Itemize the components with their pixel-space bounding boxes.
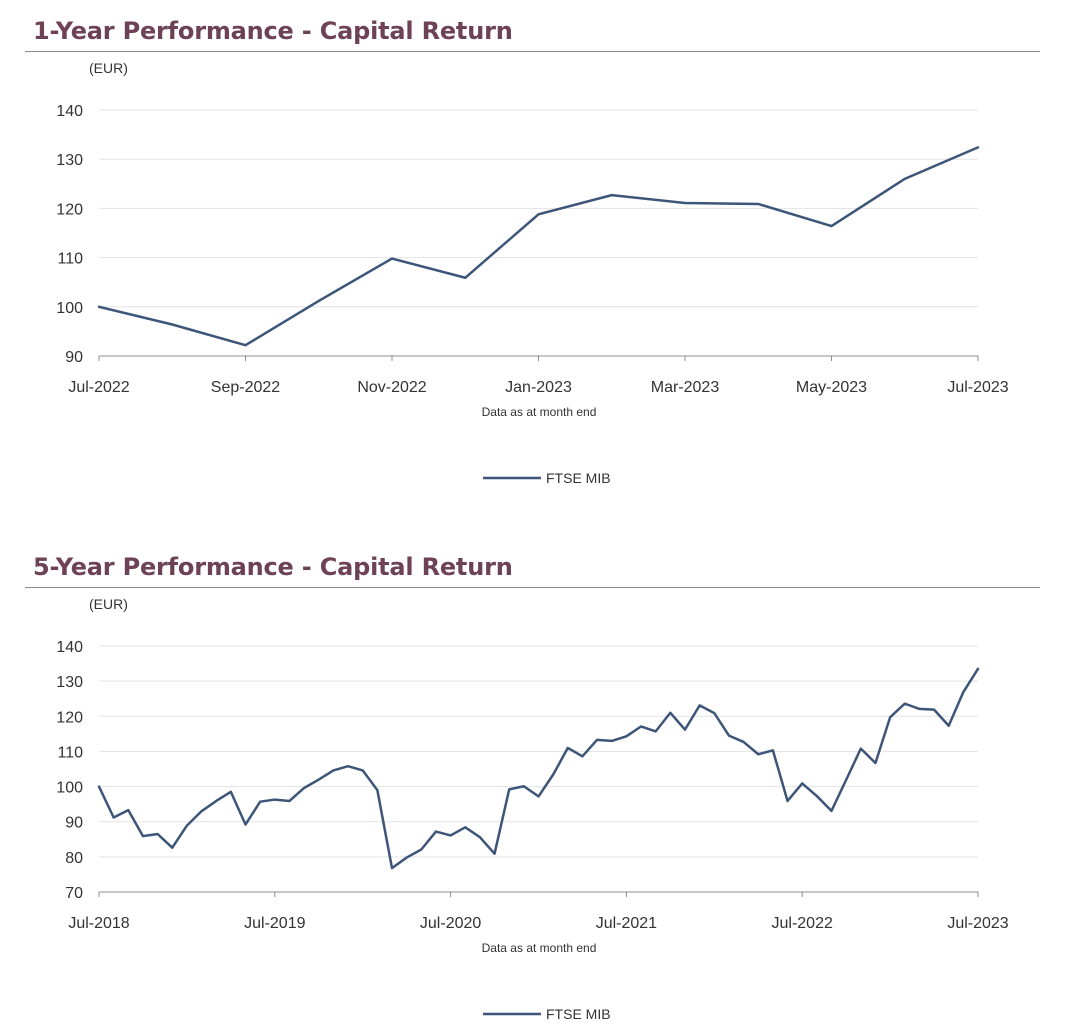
- series-line-ftse-mib: [97, 667, 980, 870]
- x-tick-label-mar-2023: Mar-2023: [651, 379, 720, 396]
- x-tick-label-jul-2020: Jul-2020: [420, 915, 481, 932]
- gridlines: [99, 645, 978, 858]
- x-tick-label-may-2023: May-2023: [796, 379, 867, 396]
- x-tick-label-jul-2022: Jul-2022: [772, 915, 833, 932]
- x-tick-label-jul-2018: Jul-2018: [68, 915, 129, 932]
- title-divider: [25, 587, 1040, 588]
- y-tick-label-100: 100: [56, 300, 83, 317]
- y-tick-label-80: 80: [65, 850, 83, 867]
- y-unit-label: (EUR): [89, 596, 128, 612]
- x-axis-note: Data as at month end: [482, 405, 597, 419]
- x-axis-note: Data as at month end: [482, 941, 597, 955]
- legend-label-ftse-mib: FTSE MIB: [546, 1006, 611, 1022]
- x-tick-label-nov-2022: Nov-2022: [357, 379, 426, 396]
- x-tick-labels: Jul-2018 Jul-2019 Jul-2020 Jul-2021 Jul-2022…: [68, 915, 1008, 932]
- x-axis: [98, 891, 979, 897]
- y-tick-label-130: 130: [56, 674, 83, 691]
- y-tick-label-100: 100: [56, 780, 83, 797]
- x-tick-label-sep-2022: Sep-2022: [211, 379, 280, 396]
- y-tick-label-110: 110: [57, 251, 83, 268]
- x-tick-label-jul-2019: Jul-2019: [244, 915, 305, 932]
- x-tick-label-jul-2023: Jul-2023: [947, 379, 1008, 396]
- y-tick-labels: 70 80 90 100 110 120 130 140: [56, 639, 83, 902]
- y-unit-label: (EUR): [89, 60, 128, 76]
- y-tick-label-110: 110: [57, 744, 83, 761]
- y-tick-label-130: 130: [56, 152, 83, 169]
- title-divider: [25, 51, 1040, 52]
- chart-title: 5-Year Performance - Capital Return: [33, 553, 513, 581]
- series-line-ftse-mib: [97, 146, 980, 347]
- x-tick-label-jul-2022: Jul-2022: [68, 379, 129, 396]
- y-tick-label-90: 90: [65, 815, 83, 832]
- y-tick-labels: 90 100 110 120 130 140: [56, 103, 83, 366]
- x-tick-labels: Jul-2022 Sep-2022 Nov-2022 Jan-2023 Mar-2023…: [68, 379, 1008, 396]
- x-tick-label-jul-2023: Jul-2023: [947, 915, 1008, 932]
- y-tick-label-70: 70: [65, 885, 83, 902]
- y-tick-label-90: 90: [65, 349, 83, 366]
- y-tick-label-140: 140: [56, 639, 83, 656]
- chart-panel-1-year: 1-Year Performance - Capital Return (EUR…: [25, 17, 1040, 486]
- y-tick-label-120: 120: [56, 709, 83, 726]
- legend: FTSE MIB: [483, 470, 611, 486]
- x-axis: [98, 355, 979, 361]
- series-lines: [97, 146, 980, 347]
- legend: FTSE MIB: [483, 1006, 611, 1022]
- gridlines: [99, 109, 978, 308]
- y-tick-label-140: 140: [56, 103, 83, 120]
- chart-panel-5-year: 5-Year Performance - Capital Return (EUR…: [0, 536, 1080, 1036]
- line-chart-1-year: (EUR) 90 100 110 120 130 140 Jul-2022 Sep-2022…: [56, 60, 1008, 486]
- y-tick-label-120: 120: [56, 201, 83, 218]
- x-tick-label-jan-2023: Jan-2023: [505, 379, 572, 396]
- legend-label-ftse-mib: FTSE MIB: [546, 470, 611, 486]
- x-tick-label-jul-2021: Jul-2021: [596, 915, 657, 932]
- series-lines: [97, 667, 980, 870]
- chart-title: 1-Year Performance - Capital Return: [33, 17, 513, 45]
